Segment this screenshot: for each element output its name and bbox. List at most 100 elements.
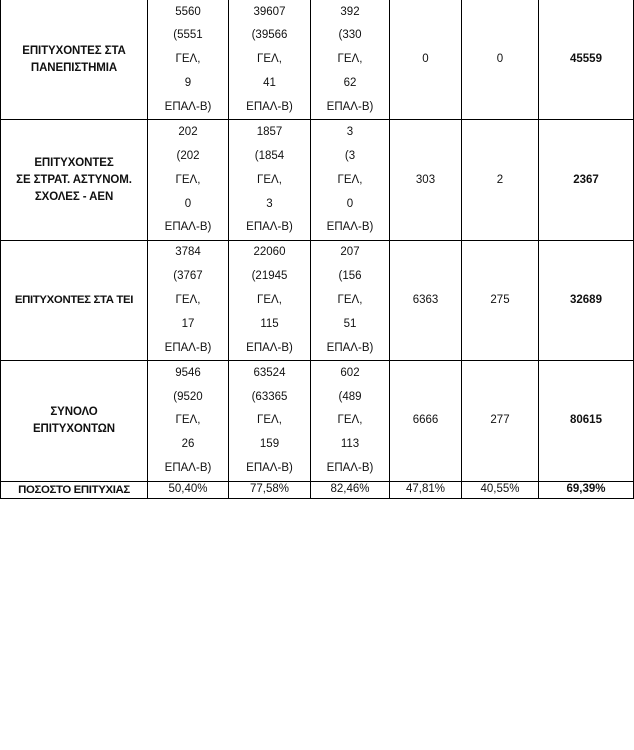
breakdown-line: ΓΕΛ, xyxy=(175,294,201,306)
breakdown-line: ΓΕΛ, xyxy=(337,173,363,186)
breakdown-line: (202 xyxy=(176,149,200,162)
breakdown-line: (156 xyxy=(338,270,362,283)
cell-synolo-d: 6666 xyxy=(389,360,462,482)
breakdown-line: (63365 xyxy=(251,390,288,403)
row-label-line: ΕΠΙΤΥΧΟΝΤΕΣ ΣΤΑ xyxy=(22,44,126,57)
cell-pososto-d: 47,81% xyxy=(389,480,462,500)
cell-tei-total: 32689 xyxy=(538,239,634,362)
row-label-line: ΕΠΙΤΥΧΟΝΤΕΣ xyxy=(34,156,114,169)
breakdown-line: (39566 xyxy=(251,29,288,42)
breakdown-line: ΕΠΑΛ-Β) xyxy=(246,221,293,234)
breakdown-line: ΓΕΛ, xyxy=(175,53,201,66)
breakdown-line: 3 xyxy=(346,125,354,138)
cell-pososto-e: 40,55% xyxy=(461,480,539,500)
breakdown-line: 63524 xyxy=(253,366,286,379)
breakdown-line: (3767 xyxy=(173,270,203,283)
breakdown-line: ΓΕΛ, xyxy=(257,294,282,306)
table-row: ΠΟΣΟΣΤΟ ΕΠΙΤΥΧΙΑΣ 50,40% 77,58% 82,46% 47,81… xyxy=(0,480,634,500)
breakdown-line: ΕΠΑΛ-Β) xyxy=(326,101,374,113)
breakdown-line: 1857 xyxy=(256,125,283,138)
table-row: ΕΠΙΤΥΧΟΝΤΕΣ ΣΕ ΣΤΡΑΤ. ΑΣΤΥΝΟΜ. ΣΧΟΛΕΣ - ΑΕ… xyxy=(0,119,634,241)
cell-tei-esp: 207 (156 ΓΕΛ, 51 ΕΠΑΛ-Β) xyxy=(310,239,390,362)
breakdown-line: 207 xyxy=(340,246,360,259)
breakdown-line: ΕΠΑΛ-Β) xyxy=(246,462,293,475)
breakdown-line: 3 xyxy=(266,197,273,210)
breakdown-line: 113 xyxy=(340,438,360,451)
cell-panepistimia-e: 0 xyxy=(461,0,539,121)
row-label-tei: ΕΠΙΤΥΧΟΝΤΕΣ ΣΤΑ ΤΕΙ xyxy=(0,239,148,362)
breakdown-line: 51 xyxy=(343,317,357,330)
cell-stratiotikes-epal: 1857 (1854 ΓΕΛ, 3 ΕΠΑΛ-Β) xyxy=(228,119,311,241)
breakdown-line: (3 xyxy=(344,149,356,162)
breakdown-line: ΕΠΑΛ-Β) xyxy=(164,221,212,234)
cell-pososto-total: 69,39% xyxy=(538,480,634,500)
breakdown-line: ΓΕΛ, xyxy=(257,173,282,186)
row-label-line: ΕΠΙΤΥΧΟΝΤΕΣ ΣΤΑ ΤΕΙ xyxy=(14,294,134,307)
table-row: ΣΥΝΟΛΟ ΕΠΙΤΥΧΟΝΤΩΝ 9546 (9520 ΓΕΛ, 26 ΕΠΑΛ-Β) 6… xyxy=(0,360,634,482)
cell-stratiotikes-esp: 3 (3 ΓΕΛ, 0 ΕΠΑΛ-Β) xyxy=(310,119,390,241)
breakdown-line: (5551 xyxy=(173,29,203,42)
breakdown-line: ΓΕΛ, xyxy=(337,294,363,306)
cell-stratiotikes-e: 2 xyxy=(461,119,539,241)
breakdown-line: 62 xyxy=(343,77,357,90)
row-label-line: ΣΕ ΣΤΡΑΤ. ΑΣΤΥΝΟΜ. xyxy=(16,173,132,186)
breakdown-line: 115 xyxy=(260,317,279,330)
results-table: ΕΠΙΤΥΧΟΝΤΕΣ ΣΤΑ ΠΑΝΕΠΙΣΤΗΜΙΑ 5560 (5551 ΓΕΛ,… xyxy=(0,0,634,500)
cell-tei-gel: 3784 (3767 ΓΕΛ, 17 ΕΠΑΛ-Β) xyxy=(147,239,229,362)
cell-synolo-total: 80615 xyxy=(538,360,634,482)
breakdown-line: (9520 xyxy=(173,390,203,403)
breakdown-line: 202 xyxy=(178,125,198,138)
cell-stratiotikes-total: 2367 xyxy=(538,119,634,241)
row-label-line: ΣΧΟΛΕΣ - ΑΕΝ xyxy=(34,190,114,203)
breakdown-line: (330 xyxy=(338,29,362,42)
breakdown-line: 9546 xyxy=(175,366,201,379)
cell-panepistimia-esp: 392 (330 ΓΕΛ, 62 ΕΠΑΛ-Β) xyxy=(310,0,390,121)
breakdown-line: 3784 xyxy=(175,246,201,259)
breakdown-line: ΓΕΛ, xyxy=(337,414,363,427)
breakdown-line: ΓΕΛ, xyxy=(175,173,201,186)
row-label-stratiotikes: ΕΠΙΤΥΧΟΝΤΕΣ ΣΕ ΣΤΡΑΤ. ΑΣΤΥΝΟΜ. ΣΧΟΛΕΣ - ΑΕ… xyxy=(0,119,148,241)
cell-pososto-gel: 50,40% xyxy=(147,480,229,500)
breakdown-line: ΓΕΛ, xyxy=(175,414,201,427)
cell-synolo-epal: 63524 (63365 ΓΕΛ, 159 ΕΠΑΛ-Β) xyxy=(228,360,311,482)
breakdown-line: 39607 xyxy=(253,5,286,18)
breakdown-line: ΓΕΛ, xyxy=(257,53,282,66)
breakdown-line: 392 xyxy=(340,5,360,18)
cell-pososto-esp: 82,46% xyxy=(310,480,390,500)
cell-panepistimia-total: 45559 xyxy=(538,0,634,121)
breakdown-line: 22060 xyxy=(253,246,286,259)
cell-panepistimia-epal: 39607 (39566 ΓΕΛ, 41 ΕΠΑΛ-Β) xyxy=(228,0,311,121)
row-label-line: ΕΠΙΤΥΧΟΝΤΩΝ xyxy=(32,422,116,435)
breakdown-line: ΕΠΑΛ-Β) xyxy=(246,341,293,354)
row-label-line: ΠΟΣΟΣΤΟ ΕΠΙΤΥΧΙΑΣ xyxy=(18,483,130,496)
breakdown-line: 41 xyxy=(263,77,276,90)
row-label-line: ΠΑΝΕΠΙΣΤΗΜΙΑ xyxy=(30,61,118,74)
breakdown-line: (489 xyxy=(338,390,362,403)
breakdown-line: 26 xyxy=(181,438,195,451)
breakdown-line: 159 xyxy=(259,438,280,451)
cell-synolo-esp: 602 (489 ΓΕΛ, 113 ΕΠΑΛ-Β) xyxy=(310,360,390,482)
breakdown-line: ΕΠΑΛ-Β) xyxy=(246,101,293,113)
cell-tei-epal: 22060 (21945 ΓΕΛ, 115 ΕΠΑΛ-Β) xyxy=(228,239,311,362)
breakdown-line: ΕΠΑΛ-Β) xyxy=(326,462,374,475)
row-label-pososto: ΠΟΣΟΣΤΟ ΕΠΙΤΥΧΙΑΣ xyxy=(0,480,148,500)
cell-synolo-e: 277 xyxy=(461,360,539,482)
cell-stratiotikes-d: 303 xyxy=(389,119,462,241)
breakdown-line: 9 xyxy=(184,77,192,90)
breakdown-line: ΕΠΑΛ-Β) xyxy=(326,221,374,234)
breakdown-line: ΕΠΑΛ-Β) xyxy=(164,101,212,113)
breakdown-line: 602 xyxy=(340,366,360,379)
cell-panepistimia-d: 0 xyxy=(389,0,462,121)
cell-pososto-epal: 77,58% xyxy=(228,480,311,500)
breakdown-line: 5560 xyxy=(175,5,201,18)
cell-stratiotikes-gel: 202 (202 ΓΕΛ, 0 ΕΠΑΛ-Β) xyxy=(147,119,229,241)
breakdown-line: 17 xyxy=(181,317,195,330)
breakdown-line: ΕΠΑΛ-Β) xyxy=(326,341,374,354)
breakdown-line: ΕΠΑΛ-Β) xyxy=(164,341,212,354)
breakdown-line: ΓΕΛ, xyxy=(337,53,363,66)
cell-tei-e: 275 xyxy=(461,239,539,362)
breakdown-line: ΕΠΑΛ-Β) xyxy=(164,462,212,475)
results-table-body: ΕΠΙΤΥΧΟΝΤΕΣ ΣΤΑ ΠΑΝΕΠΙΣΤΗΜΙΑ 5560 (5551 ΓΕΛ,… xyxy=(0,0,634,500)
breakdown-line: (1854 xyxy=(254,149,285,162)
